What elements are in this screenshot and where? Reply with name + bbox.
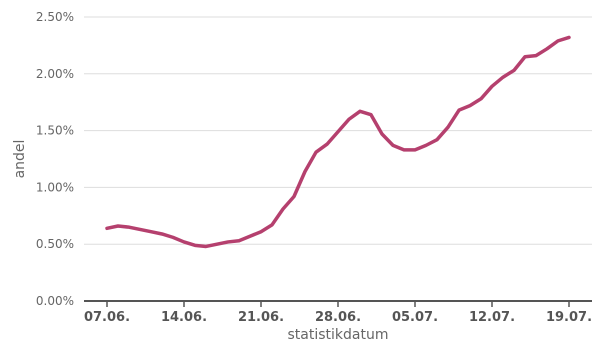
y-axis-ticks: 0.00% 0.50% 1.00% 1.50% 2.00% 2.50% bbox=[36, 10, 74, 308]
y-tick-label: 1.00% bbox=[36, 180, 74, 194]
x-tick-label: 21.06. bbox=[238, 310, 284, 325]
series-line bbox=[107, 37, 569, 246]
y-tick-label: 0.50% bbox=[36, 237, 74, 251]
y-tick-label: 0.00% bbox=[36, 294, 74, 308]
y-axis-label: andel bbox=[12, 140, 28, 179]
x-axis-ticks: 07.06. 14.06. 21.06. 28.06. 05.07. 12.07. 19.0… bbox=[84, 301, 592, 325]
x-tick-label: 19.07. bbox=[546, 310, 592, 325]
x-tick-label: 14.06. bbox=[161, 310, 207, 325]
x-tick-label: 28.06. bbox=[315, 310, 361, 325]
y-tick-label: 2.00% bbox=[36, 67, 74, 81]
x-tick-label: 12.07. bbox=[469, 310, 515, 325]
x-axis-label: statistikdatum bbox=[288, 327, 389, 343]
x-tick-label: 07.06. bbox=[84, 310, 130, 325]
y-tick-label: 1.50% bbox=[36, 124, 74, 138]
y-tick-label: 2.50% bbox=[36, 10, 74, 24]
x-tick-label: 05.07. bbox=[392, 310, 438, 325]
